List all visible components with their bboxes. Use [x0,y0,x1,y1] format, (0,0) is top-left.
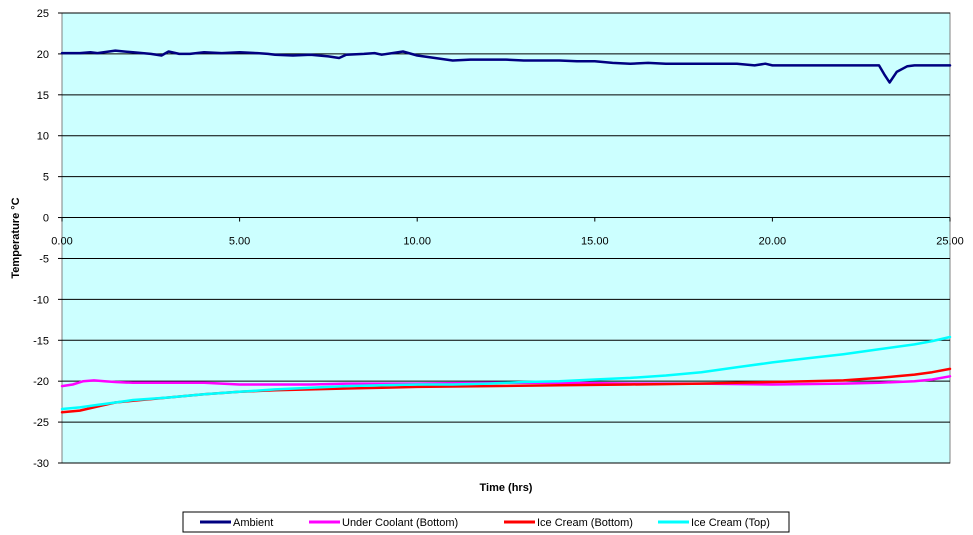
y-tick-label: 10 [37,131,49,143]
y-tick-label: -25 [33,417,49,429]
y-tick-label: 15 [37,90,49,102]
x-tick-label: 10.00 [403,236,431,248]
x-tick-label: 15.00 [581,236,609,248]
plot-area [61,12,951,464]
x-tick-label: 5.00 [229,236,250,248]
series-line [60,49,952,84]
y-axis-title: Temperature °C [10,197,22,278]
x-tick-label: 25.00 [936,236,964,248]
y-tick-label: -30 [33,458,49,470]
legend-box [182,511,790,533]
y-tick-label: -5 [39,253,49,265]
gridlines [62,12,950,464]
legend-label: Under Coolant (Bottom) [342,517,458,529]
x-tick-label: 20.00 [759,236,787,248]
legend-label: Ice Cream (Top) [691,517,770,529]
y-tick-label: 25 [37,8,49,20]
series-line [60,335,952,411]
y-tick-label: -15 [33,335,49,347]
x-axis-ticks: 0.00 5.00 10.00 15.00 20.00 25.00 [51,217,964,248]
x-tick-label: 0.00 [51,236,72,248]
y-tick-label: 20 [37,49,49,61]
legend: Ambient Under Coolant (Bottom) Ice Cream (… [182,511,790,533]
series-lines [60,49,952,414]
legend-label: Ambient [233,517,273,529]
legend-label: Ice Cream (Bottom) [537,517,633,529]
y-tick-label: -20 [33,376,49,388]
y-axis-ticks: 25 20 15 10 5 0 -5 -10 -15 -20 -25 -30 [33,8,62,470]
y-tick-label: 0 [43,213,49,225]
x-axis-title: Time (hrs) [480,482,533,494]
series-line [60,375,952,388]
y-tick-label: -10 [33,294,49,306]
y-tick-label: 5 [43,172,49,184]
